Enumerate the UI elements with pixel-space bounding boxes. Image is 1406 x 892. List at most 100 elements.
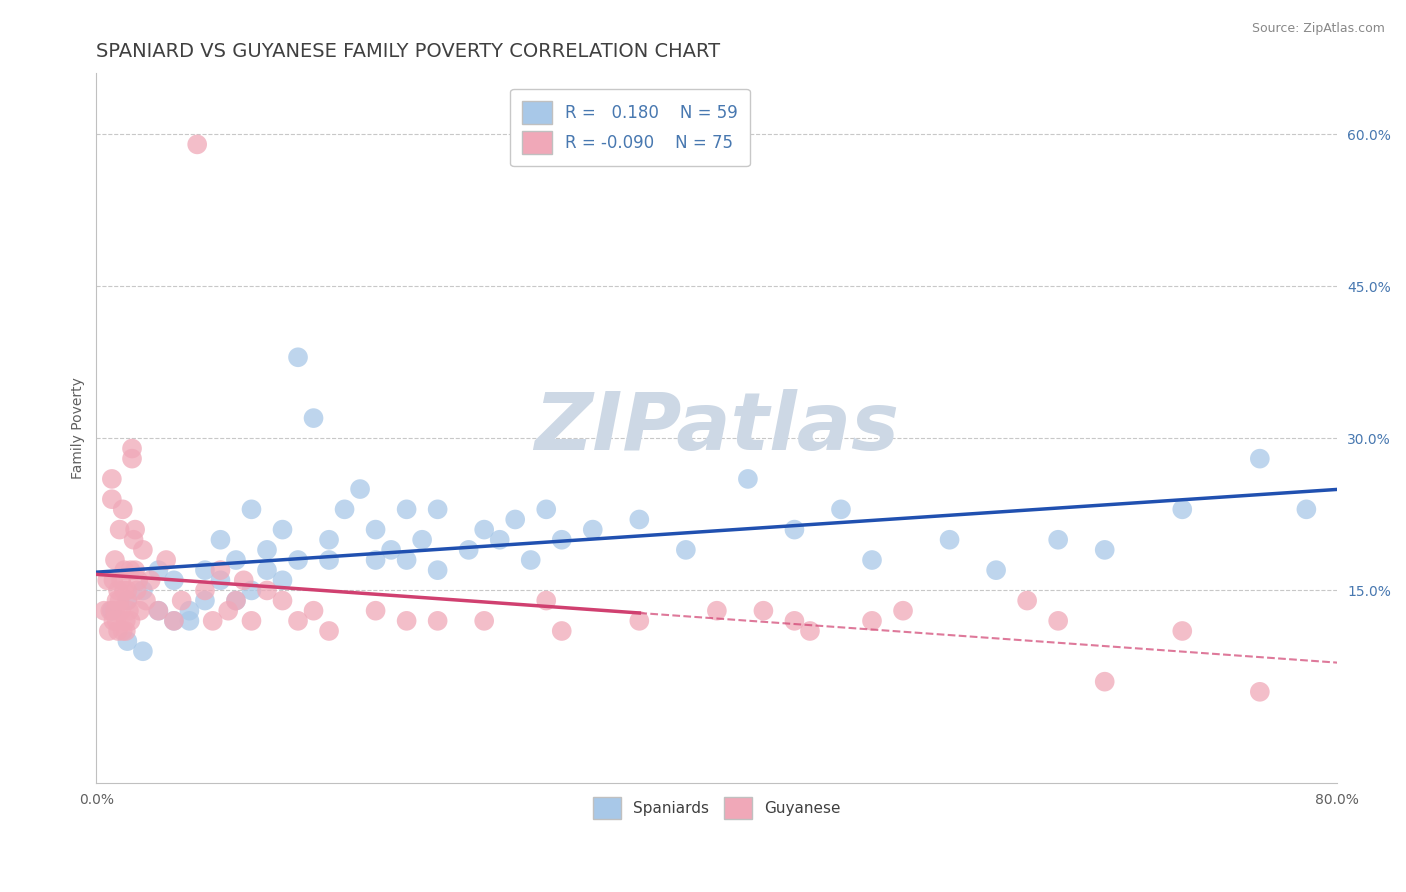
- Point: [225, 553, 247, 567]
- Point: [108, 593, 131, 607]
- Point: [108, 523, 131, 537]
- Point: [111, 502, 134, 516]
- Point: [1094, 674, 1116, 689]
- Point: [98, 604, 121, 618]
- Point: [135, 593, 157, 607]
- Point: [124, 523, 146, 537]
- Point: [302, 411, 325, 425]
- Point: [105, 593, 128, 607]
- Point: [117, 634, 139, 648]
- Point: [110, 574, 132, 588]
- Point: [128, 604, 150, 618]
- Point: [209, 563, 232, 577]
- Point: [536, 593, 558, 607]
- Point: [111, 624, 134, 638]
- Point: [179, 604, 201, 618]
- Point: [271, 523, 294, 537]
- Point: [104, 553, 127, 567]
- Point: [1047, 614, 1070, 628]
- Point: [148, 604, 170, 618]
- Point: [349, 482, 371, 496]
- Point: [891, 604, 914, 618]
- Text: SPANIARD VS GUYANESE FAMILY POVERTY CORRELATION CHART: SPANIARD VS GUYANESE FAMILY POVERTY CORR…: [97, 42, 720, 61]
- Point: [256, 563, 278, 577]
- Point: [1295, 502, 1317, 516]
- Point: [105, 614, 128, 628]
- Point: [194, 563, 217, 577]
- Point: [93, 604, 115, 618]
- Point: [364, 553, 387, 567]
- Point: [163, 614, 186, 628]
- Point: [163, 574, 186, 588]
- Point: [112, 583, 135, 598]
- Point: [209, 574, 232, 588]
- Point: [706, 604, 728, 618]
- Point: [519, 553, 541, 567]
- Point: [628, 512, 651, 526]
- Point: [107, 583, 129, 598]
- Point: [148, 563, 170, 577]
- Point: [256, 542, 278, 557]
- Point: [101, 472, 124, 486]
- Point: [103, 574, 125, 588]
- Point: [209, 533, 232, 547]
- Point: [860, 614, 883, 628]
- Point: [240, 583, 263, 598]
- Point: [194, 583, 217, 598]
- Point: [110, 604, 132, 618]
- Point: [117, 583, 139, 598]
- Point: [155, 553, 177, 567]
- Point: [551, 533, 574, 547]
- Point: [120, 614, 142, 628]
- Point: [737, 472, 759, 486]
- Point: [1171, 502, 1194, 516]
- Point: [117, 593, 139, 607]
- Point: [240, 502, 263, 516]
- Point: [318, 624, 340, 638]
- Point: [125, 583, 148, 598]
- Point: [395, 614, 418, 628]
- Point: [97, 624, 120, 638]
- Point: [318, 533, 340, 547]
- Point: [426, 614, 449, 628]
- Point: [127, 574, 149, 588]
- Point: [830, 502, 852, 516]
- Point: [96, 574, 118, 588]
- Point: [1094, 542, 1116, 557]
- Point: [426, 563, 449, 577]
- Point: [472, 523, 495, 537]
- Point: [984, 563, 1007, 577]
- Point: [860, 553, 883, 567]
- Point: [503, 512, 526, 526]
- Point: [938, 533, 960, 547]
- Point: [163, 614, 186, 628]
- Point: [287, 553, 309, 567]
- Point: [1171, 624, 1194, 638]
- Point: [114, 624, 136, 638]
- Point: [1249, 451, 1271, 466]
- Point: [318, 553, 340, 567]
- Point: [551, 624, 574, 638]
- Point: [287, 614, 309, 628]
- Point: [232, 574, 254, 588]
- Point: [536, 502, 558, 516]
- Point: [120, 563, 142, 577]
- Point: [333, 502, 356, 516]
- Point: [364, 604, 387, 618]
- Point: [121, 442, 143, 456]
- Point: [132, 644, 155, 658]
- Point: [271, 593, 294, 607]
- Point: [121, 451, 143, 466]
- Point: [107, 624, 129, 638]
- Y-axis label: Family Poverty: Family Poverty: [72, 377, 86, 479]
- Point: [225, 593, 247, 607]
- Point: [675, 542, 697, 557]
- Text: ZIPatlas: ZIPatlas: [534, 389, 900, 467]
- Point: [139, 574, 162, 588]
- Point: [179, 614, 201, 628]
- Point: [1249, 685, 1271, 699]
- Point: [302, 604, 325, 618]
- Point: [799, 624, 821, 638]
- Point: [256, 583, 278, 598]
- Point: [132, 542, 155, 557]
